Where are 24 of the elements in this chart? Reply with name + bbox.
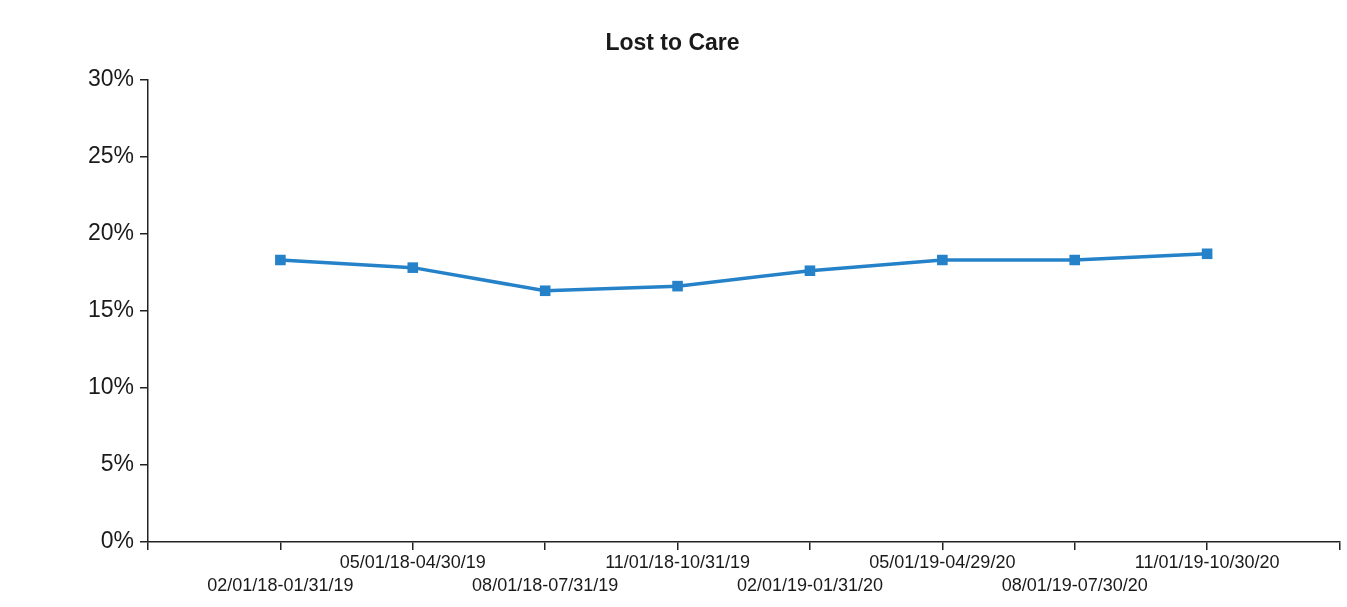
x-tick-label: 11/01/18-10/31/19 — [605, 551, 750, 572]
y-tick-label: 10% — [87, 373, 134, 400]
y-tick-label: 25% — [87, 142, 134, 169]
y-tick-label: 5% — [100, 450, 134, 477]
point — [804, 265, 816, 277]
point — [672, 280, 683, 292]
chart-title: Lost to Care — [605, 29, 740, 56]
y-tick-label: 20% — [87, 219, 134, 246]
point — [275, 254, 286, 266]
x-tick-label: 05/01/18-04/30/19 — [339, 551, 486, 572]
y-tick-label: 0% — [100, 527, 134, 554]
x-tick-label: 11/01/19-10/30/20 — [1134, 551, 1280, 572]
y-tick-label: 15% — [87, 296, 134, 323]
x-tick-label: 08/01/18-07/31/19 — [472, 574, 619, 595]
point — [407, 262, 419, 273]
point — [1201, 248, 1213, 260]
point — [1069, 254, 1081, 266]
y-tick-label: 30% — [87, 64, 134, 91]
point — [937, 254, 948, 266]
x-tick-label: 02/01/18-01/31/19 — [207, 574, 354, 595]
point — [539, 285, 551, 297]
x-tick-label: 08/01/19-07/30/20 — [1001, 574, 1148, 595]
x-tick-label: 05/01/19-04/29/20 — [869, 551, 1016, 572]
x-tick-label: 02/01/19-01/31/20 — [736, 574, 884, 595]
